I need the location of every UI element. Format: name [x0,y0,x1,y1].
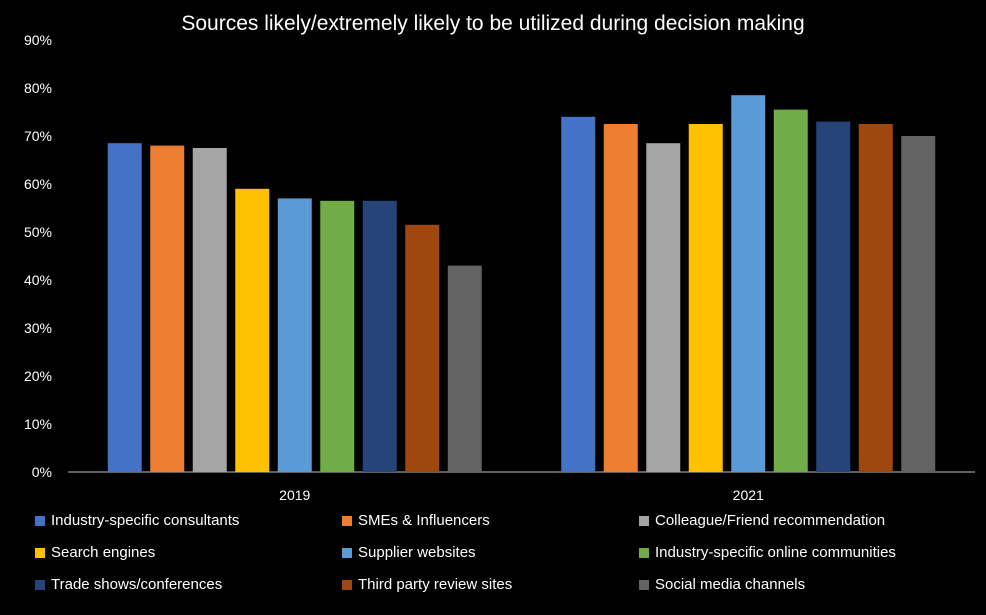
legend-label: Industry-specific online communities [655,544,896,561]
bar-2019-9 [447,265,482,472]
legend-swatch [639,579,649,590]
bar-2021-7 [816,121,851,472]
bar-2021-9 [901,136,936,472]
bar-2019-7 [362,200,397,473]
x-category-label: 2019 [279,487,310,503]
bar-2021-2 [603,124,638,472]
y-tick-label: 70% [24,128,52,144]
bar-2021-4 [688,124,723,472]
legend-label: Colleague/Friend recommendation [655,512,886,529]
legend-item: SMEs & Influencers [342,512,490,529]
bar-2021-5 [731,95,766,472]
legend-swatch [35,579,45,590]
bar-2021-1 [561,116,596,473]
legend-label: SMEs & Influencers [358,512,490,529]
legend-item: Trade shows/conferences [35,576,222,593]
legend-swatch [35,547,45,558]
bar-2019-6 [320,200,355,473]
y-tick-label: 0% [32,464,52,480]
legend-swatch [342,547,352,558]
bar-2019-3 [192,148,227,472]
bar-2019-8 [405,224,440,472]
bar-2019-1 [107,143,142,472]
bar-2021-3 [646,143,681,472]
legend-label: Third party review sites [358,576,513,593]
legend-label: Industry-specific consultants [51,512,240,529]
y-tick-label: 10% [24,416,52,432]
legend-swatch [342,579,352,590]
y-tick-label: 60% [24,176,52,192]
bar-2021-8 [858,124,893,472]
legend-item: Industry-specific consultants [35,512,239,529]
legend-item: Industry-specific online communities [639,544,896,561]
bar-2021-6 [773,109,808,472]
legend-item: Colleague/Friend recommendation [639,512,885,529]
bar-2019-4 [235,188,270,473]
chart-title: Sources likely/extremely likely to be ut… [181,12,805,35]
y-tick-label: 20% [24,368,52,384]
y-tick-label: 40% [24,272,52,288]
legend-label: Supplier websites [358,544,476,561]
legend-label: Search engines [51,544,156,561]
y-tick-label: 30% [24,320,52,336]
legend-label: Social media channels [655,576,806,593]
bar-2019-5 [277,198,312,472]
legend-swatch [639,515,649,526]
x-category-label: 2021 [733,487,764,503]
legend-swatch [35,515,45,526]
y-tick-label: 80% [24,80,52,96]
y-tick-label: 50% [24,224,52,240]
legend-swatch [639,547,649,558]
y-tick-label: 90% [24,32,52,48]
bar-2019-2 [150,145,185,472]
legend-item: Supplier websites [342,544,476,561]
legend-label: Trade shows/conferences [51,576,223,593]
legend-item: Social media channels [639,576,805,593]
legend-item: Search engines [35,544,155,561]
legend-item: Third party review sites [342,576,512,593]
legend-swatch [342,515,352,526]
